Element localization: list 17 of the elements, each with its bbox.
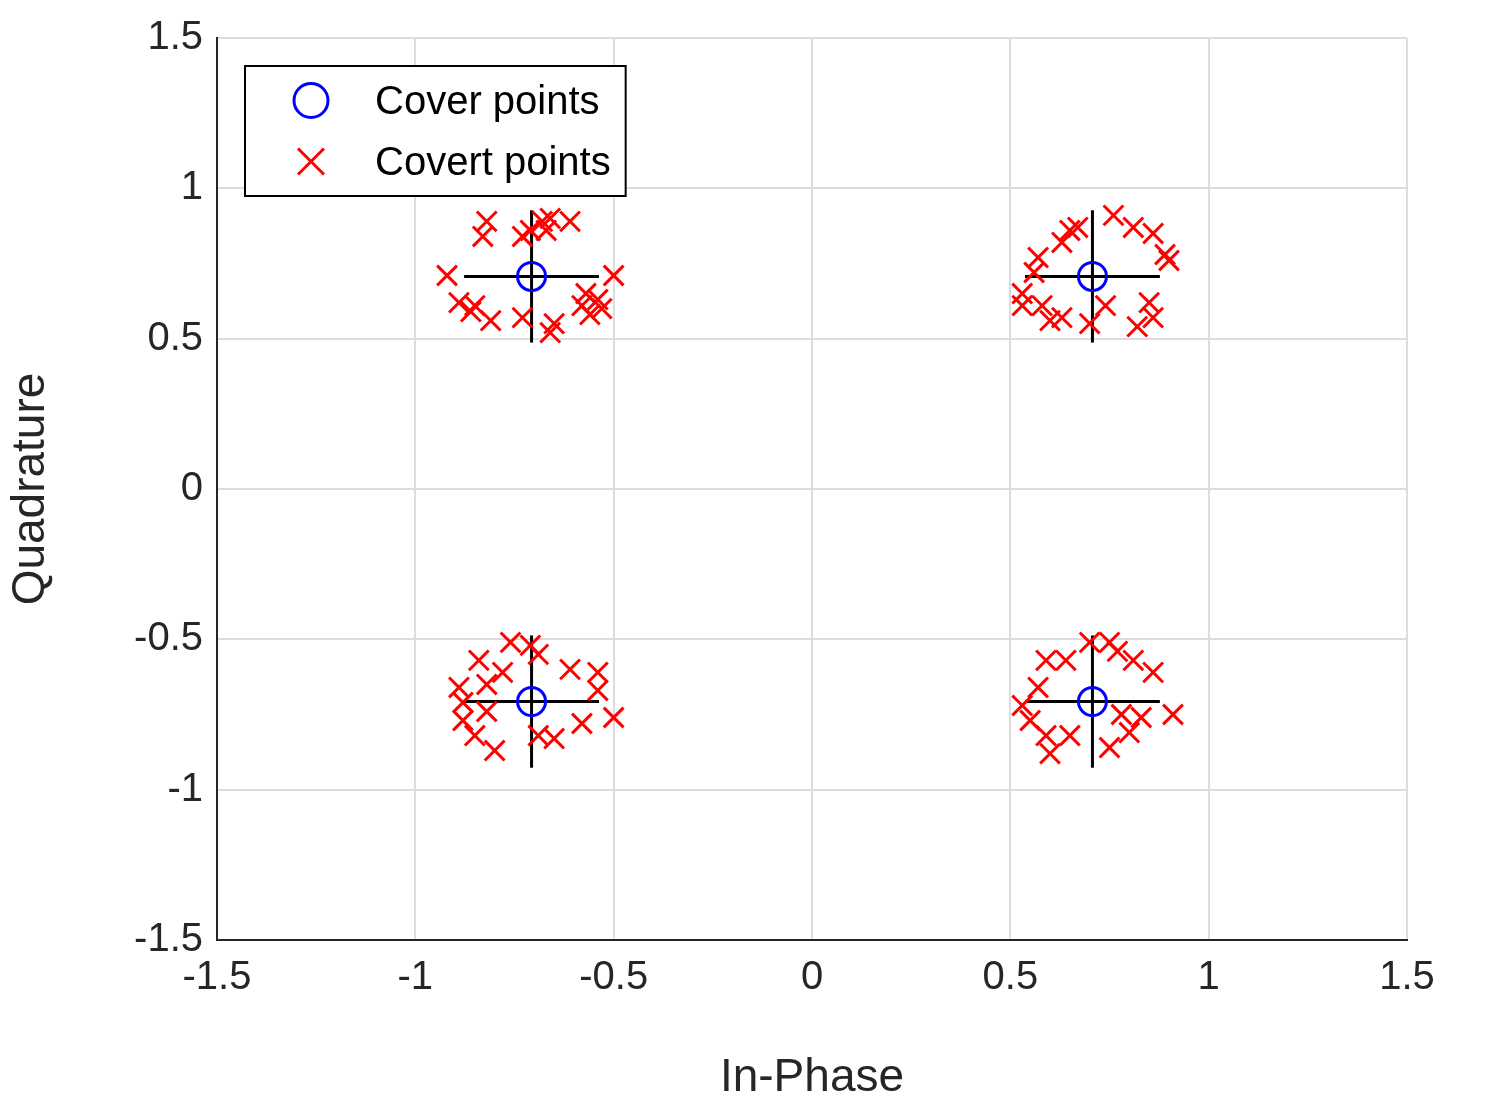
x-tick-label: 0 <box>800 953 824 998</box>
x-axis-title: In-Phase <box>719 1049 905 1102</box>
legend-label: Covert points <box>375 138 611 183</box>
y-tick-label: -1.5 <box>134 915 203 960</box>
y-axis-title: Quadrature <box>2 372 55 606</box>
y-tick-label: 1 <box>180 163 203 208</box>
x-tick-label: -0.5 <box>579 953 649 998</box>
x-tick-label: -1 <box>397 953 434 998</box>
legend-label: Cover points <box>375 77 600 122</box>
y-tick-label: 0 <box>180 464 203 509</box>
y-tick-label: -0.5 <box>134 614 203 659</box>
x-tick-label: 1 <box>1197 953 1220 998</box>
x-tick-label: 1.5 <box>1379 953 1435 998</box>
x-tick-label: 0.5 <box>982 953 1039 998</box>
y-tick-label: 0.5 <box>147 313 203 358</box>
y-tick-label: 1.5 <box>147 13 203 58</box>
y-tick-label: -1 <box>167 764 203 809</box>
